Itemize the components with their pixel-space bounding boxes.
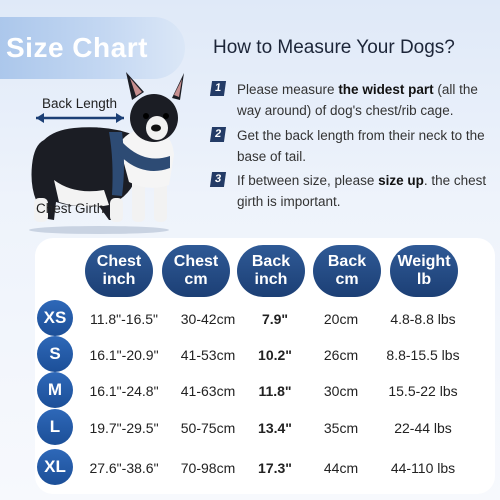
- step-3-emphasis: size up: [378, 173, 424, 188]
- cell-s-back-cm: 26cm: [323, 347, 359, 363]
- header-back-cm: Back cm: [313, 245, 381, 297]
- size-badge-xl: XL: [37, 449, 73, 485]
- cell-m-back-inch: 11.8": [258, 383, 292, 399]
- cell-l-back-inch: 13.4": [258, 420, 292, 436]
- header-chest-cm-line1: Chest: [173, 253, 219, 270]
- size-badge-m: M: [37, 372, 73, 408]
- cell-xs-back-inch: 7.9": [261, 311, 289, 327]
- french-bulldog-image: [29, 72, 184, 234]
- cell-l-chest-inch: 19.7"-29.5": [89, 420, 159, 436]
- header-chest-inch: Chest inch: [85, 245, 153, 297]
- header-back-cm-line1: Back: [327, 253, 367, 270]
- step-3-text-end: . the chest girth is important.: [237, 173, 487, 209]
- step-1-emphasis: the widest part: [338, 82, 434, 97]
- size-chart-title-pill: Size Chart: [0, 17, 185, 79]
- header-weight-lb: Weight lb: [390, 245, 458, 297]
- header-chest-cm: Chest cm: [162, 245, 230, 297]
- step-number-2: 2: [209, 127, 227, 142]
- chest-girth-label: Chest Girth: [36, 201, 105, 216]
- cell-m-chest-cm: 41-63cm: [180, 383, 236, 399]
- step-1-text-start: Please measure: [237, 82, 339, 97]
- size-badge-xs: XS: [37, 300, 73, 336]
- step-2: 2 Get the back length from their neck to…: [209, 125, 496, 167]
- cell-xl-chest-cm: 70-98cm: [180, 460, 236, 476]
- header-back-inch-line2: inch: [254, 271, 288, 288]
- header-chest-inch-line2: inch: [102, 271, 136, 288]
- cell-xl-back-cm: 44cm: [323, 460, 359, 476]
- cell-s-chest-cm: 41-53cm: [180, 347, 236, 363]
- header-chest-cm-line2: cm: [184, 271, 208, 288]
- cell-xs-chest-cm: 30-42cm: [180, 311, 236, 327]
- cell-xs-chest-inch: 11.8"-16.5": [89, 311, 159, 327]
- step-2-text-start: Get the back length from their neck to t…: [237, 128, 485, 164]
- measure-heading: How to Measure Your Dogs?: [213, 37, 455, 58]
- cell-m-chest-inch: 16.1"-24.8": [89, 383, 159, 399]
- cell-xs-weight: 4.8-8.8 lbs: [390, 311, 456, 327]
- page-title: Size Chart: [6, 32, 148, 63]
- step-number-3: 3: [209, 172, 227, 187]
- cell-xl-chest-inch: 27.6"-38.6": [89, 460, 159, 476]
- cell-l-back-cm: 35cm: [323, 420, 359, 436]
- cell-l-weight: 22-44 lbs: [394, 420, 452, 436]
- cell-s-chest-inch: 16.1"-20.9": [89, 347, 159, 363]
- cell-xl-weight: 44-110 lbs: [390, 460, 456, 476]
- header-weight-lb-line2: lb: [416, 271, 432, 288]
- header-back-inch-line1: Back: [251, 253, 291, 270]
- header-back-inch: Back inch: [237, 245, 305, 297]
- step-1-text-end: (all the way around) of dog's chest/rib …: [237, 82, 478, 118]
- header-back-cm-line2: cm: [335, 271, 359, 288]
- step-3: 3 If between size, please size up. the c…: [209, 170, 496, 212]
- step-3-text: If between size, please size up. the che…: [237, 170, 496, 212]
- step-number-1: 1: [209, 81, 227, 96]
- cell-l-chest-cm: 50-75cm: [180, 420, 236, 436]
- cell-s-weight: 8.8-15.5 lbs: [386, 347, 460, 363]
- cell-m-weight: 15.5-22 lbs: [388, 383, 458, 399]
- cell-xs-back-cm: 20cm: [323, 311, 359, 327]
- size-badge-l: L: [37, 409, 73, 445]
- back-length-label: Back Length: [42, 96, 118, 111]
- dog-illustration: Back Length Chest Girth: [14, 70, 214, 235]
- step-3-text-start: If between size, please: [237, 173, 379, 188]
- cell-xl-back-inch: 17.3": [258, 460, 292, 476]
- header-chest-inch-line1: Chest: [96, 253, 142, 270]
- step-1-text: Please measure the widest part (all the …: [237, 79, 496, 121]
- step-2-text: Get the back length from their neck to t…: [237, 125, 496, 167]
- header-weight-lb-line1: Weight: [397, 253, 451, 270]
- cell-s-back-inch: 10.2": [258, 347, 292, 363]
- cell-m-back-cm: 30cm: [323, 383, 359, 399]
- size-badge-s: S: [37, 336, 73, 372]
- step-1: 1 Please measure the widest part (all th…: [209, 79, 496, 121]
